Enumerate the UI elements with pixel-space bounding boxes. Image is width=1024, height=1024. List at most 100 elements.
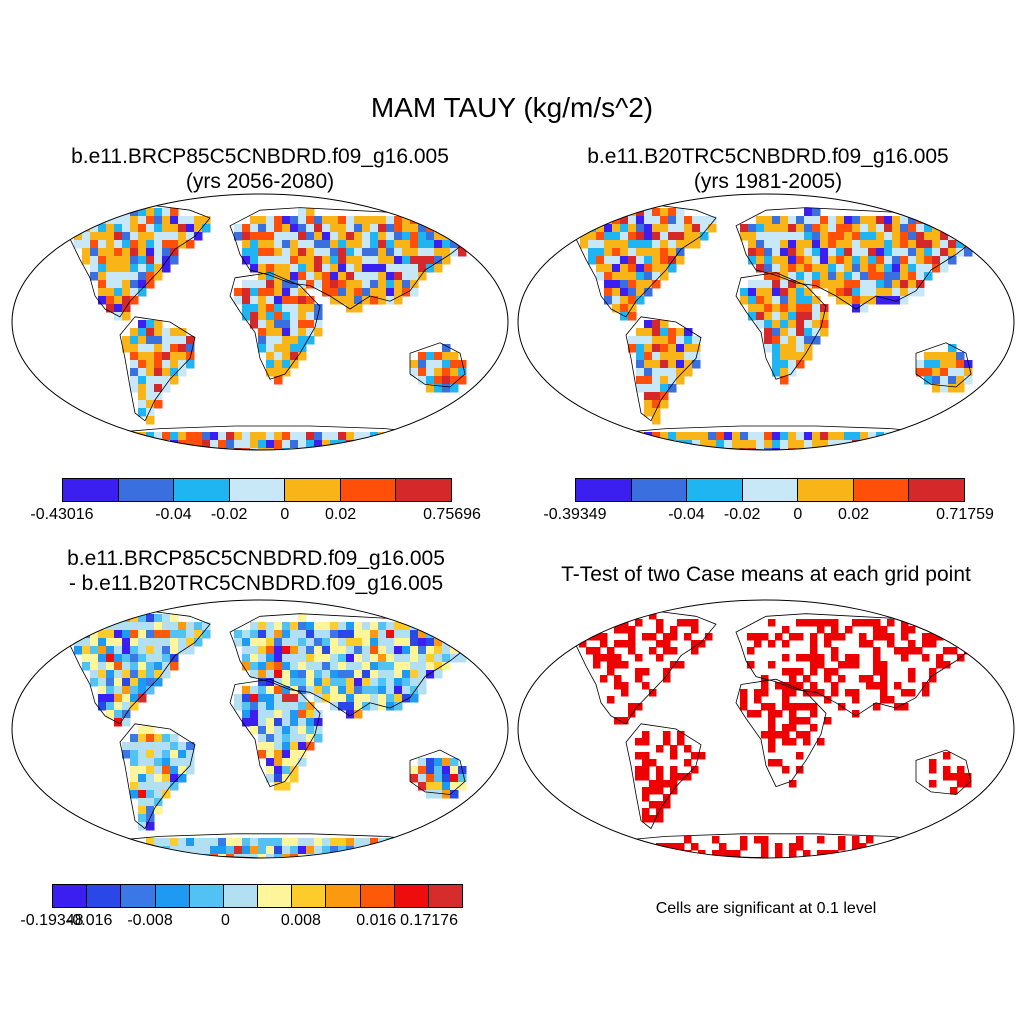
significant-cell bbox=[943, 752, 951, 760]
data-cell bbox=[756, 320, 765, 329]
data-cell bbox=[114, 686, 123, 695]
data-cell bbox=[394, 638, 403, 647]
data-cell bbox=[660, 352, 669, 361]
significant-cell bbox=[614, 654, 622, 662]
data-cell bbox=[258, 312, 267, 321]
data-cell bbox=[644, 328, 653, 337]
data-cell bbox=[410, 272, 419, 281]
data-cell bbox=[458, 774, 467, 783]
data-cell bbox=[756, 256, 765, 265]
data-cell bbox=[250, 296, 259, 305]
colorbar-segment bbox=[53, 885, 88, 907]
data-cell bbox=[178, 774, 187, 783]
data-cell bbox=[170, 854, 179, 858]
significant-cell bbox=[789, 717, 797, 725]
data-cell bbox=[924, 256, 933, 265]
significant-cell bbox=[670, 766, 678, 774]
data-cell bbox=[250, 256, 259, 265]
data-cell bbox=[338, 630, 347, 639]
data-cell bbox=[154, 614, 163, 623]
data-cell bbox=[426, 646, 435, 655]
colorbar-segment bbox=[576, 479, 632, 501]
data-cell bbox=[154, 208, 163, 217]
data-cell bbox=[186, 630, 195, 639]
data-cell bbox=[202, 622, 211, 631]
data-cell bbox=[354, 272, 363, 281]
data-cell bbox=[450, 248, 459, 257]
data-cell bbox=[138, 726, 147, 735]
data-cell bbox=[764, 320, 773, 329]
data-cell bbox=[282, 718, 291, 727]
significant-cell bbox=[642, 633, 650, 641]
data-cell bbox=[956, 360, 965, 369]
data-cell bbox=[652, 352, 661, 361]
data-cell bbox=[282, 232, 291, 241]
data-cell bbox=[314, 320, 323, 329]
data-cell bbox=[162, 344, 171, 353]
data-cell bbox=[162, 670, 171, 679]
significant-cell bbox=[635, 738, 643, 746]
data-cell bbox=[106, 272, 115, 281]
data-cell bbox=[106, 232, 115, 241]
data-cell bbox=[314, 662, 323, 671]
data-cell bbox=[900, 224, 909, 233]
data-cell bbox=[362, 224, 371, 233]
data-cell bbox=[322, 686, 331, 695]
data-cell bbox=[628, 240, 637, 249]
data-cell bbox=[130, 646, 139, 655]
data-cell bbox=[636, 328, 645, 337]
data-cell bbox=[338, 248, 347, 257]
data-cell bbox=[820, 232, 829, 241]
data-cell bbox=[242, 256, 251, 265]
significant-cell bbox=[845, 689, 853, 697]
data-cell bbox=[194, 622, 203, 631]
data-cell bbox=[282, 264, 291, 273]
data-cell bbox=[684, 232, 693, 241]
significant-cell bbox=[824, 619, 832, 627]
data-cell bbox=[266, 288, 275, 297]
data-cell bbox=[258, 440, 267, 449]
data-cell bbox=[604, 288, 613, 297]
data-cell bbox=[442, 368, 451, 377]
significant-cell bbox=[670, 626, 678, 634]
significant-cell bbox=[929, 780, 937, 788]
significant-cell bbox=[817, 836, 825, 844]
data-cell bbox=[122, 694, 131, 703]
data-cell bbox=[386, 654, 395, 663]
data-cell bbox=[74, 638, 83, 647]
significant-cell bbox=[663, 633, 671, 641]
data-cell bbox=[916, 248, 925, 257]
colorbar-segment bbox=[631, 479, 688, 501]
data-cell bbox=[402, 216, 411, 225]
data-cell bbox=[410, 440, 419, 449]
data-cell bbox=[338, 232, 347, 241]
data-cell bbox=[644, 376, 653, 385]
data-cell bbox=[820, 432, 829, 441]
data-cell bbox=[916, 432, 925, 441]
data-cell bbox=[130, 638, 139, 647]
data-cell bbox=[130, 288, 139, 297]
significant-cell bbox=[803, 738, 811, 746]
data-cell bbox=[138, 742, 147, 751]
data-cell bbox=[708, 224, 717, 233]
data-cell bbox=[330, 694, 339, 703]
data-cell bbox=[98, 646, 107, 655]
data-cell bbox=[426, 782, 435, 791]
data-cell bbox=[612, 272, 621, 281]
data-cell bbox=[892, 240, 901, 249]
data-cell bbox=[106, 288, 115, 297]
data-cell bbox=[644, 272, 653, 281]
data-cell bbox=[788, 360, 797, 369]
data-cell bbox=[138, 774, 147, 783]
significant-cell bbox=[901, 619, 909, 627]
data-cell bbox=[322, 678, 331, 687]
data-cell bbox=[644, 408, 653, 417]
data-cell bbox=[756, 280, 765, 289]
data-cell bbox=[146, 838, 155, 847]
data-cell bbox=[362, 838, 371, 847]
data-cell bbox=[676, 368, 685, 377]
data-cell bbox=[266, 352, 275, 361]
data-cell bbox=[362, 272, 371, 281]
data-cell bbox=[458, 376, 467, 385]
data-cell bbox=[306, 670, 315, 679]
